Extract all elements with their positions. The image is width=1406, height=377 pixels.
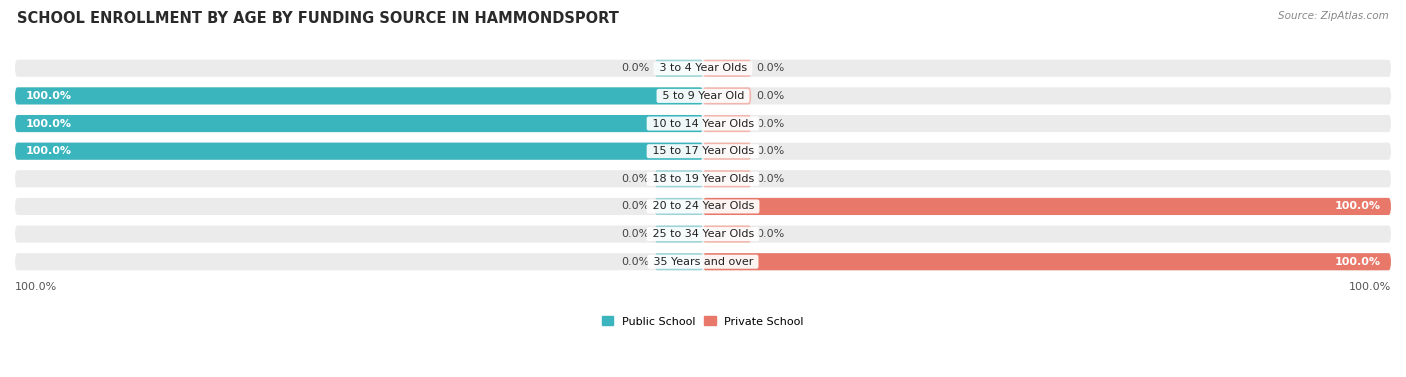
FancyBboxPatch shape: [15, 143, 1391, 160]
FancyBboxPatch shape: [703, 253, 1391, 270]
FancyBboxPatch shape: [15, 60, 1391, 77]
Text: 5 to 9 Year Old: 5 to 9 Year Old: [658, 91, 748, 101]
Text: 0.0%: 0.0%: [756, 118, 785, 129]
FancyBboxPatch shape: [703, 170, 751, 187]
Text: SCHOOL ENROLLMENT BY AGE BY FUNDING SOURCE IN HAMMONDSPORT: SCHOOL ENROLLMENT BY AGE BY FUNDING SOUR…: [17, 11, 619, 26]
Text: 0.0%: 0.0%: [756, 91, 785, 101]
Text: 0.0%: 0.0%: [756, 146, 785, 156]
FancyBboxPatch shape: [703, 87, 751, 104]
FancyBboxPatch shape: [655, 225, 703, 243]
FancyBboxPatch shape: [15, 115, 703, 132]
FancyBboxPatch shape: [655, 60, 703, 77]
Text: 18 to 19 Year Olds: 18 to 19 Year Olds: [648, 174, 758, 184]
Text: 100.0%: 100.0%: [1334, 257, 1381, 267]
Text: 0.0%: 0.0%: [621, 63, 650, 73]
Text: 0.0%: 0.0%: [621, 201, 650, 211]
FancyBboxPatch shape: [703, 225, 751, 243]
FancyBboxPatch shape: [655, 170, 703, 187]
Text: 20 to 24 Year Olds: 20 to 24 Year Olds: [648, 201, 758, 211]
Text: 100.0%: 100.0%: [25, 118, 72, 129]
Text: Source: ZipAtlas.com: Source: ZipAtlas.com: [1278, 11, 1389, 21]
Text: 35 Years and over: 35 Years and over: [650, 257, 756, 267]
Text: 0.0%: 0.0%: [621, 229, 650, 239]
FancyBboxPatch shape: [15, 143, 703, 160]
Text: 100.0%: 100.0%: [1348, 282, 1391, 292]
FancyBboxPatch shape: [15, 253, 1391, 270]
Text: 0.0%: 0.0%: [621, 174, 650, 184]
FancyBboxPatch shape: [655, 198, 703, 215]
Text: 10 to 14 Year Olds: 10 to 14 Year Olds: [648, 118, 758, 129]
FancyBboxPatch shape: [15, 225, 1391, 243]
Text: 0.0%: 0.0%: [756, 63, 785, 73]
Text: 15 to 17 Year Olds: 15 to 17 Year Olds: [648, 146, 758, 156]
Text: 0.0%: 0.0%: [756, 229, 785, 239]
Text: 100.0%: 100.0%: [25, 91, 72, 101]
FancyBboxPatch shape: [703, 143, 751, 160]
Text: 0.0%: 0.0%: [621, 257, 650, 267]
FancyBboxPatch shape: [15, 87, 703, 104]
Legend: Public School, Private School: Public School, Private School: [602, 316, 804, 326]
FancyBboxPatch shape: [703, 198, 1391, 215]
FancyBboxPatch shape: [15, 198, 1391, 215]
Text: 100.0%: 100.0%: [15, 282, 58, 292]
FancyBboxPatch shape: [703, 60, 751, 77]
FancyBboxPatch shape: [15, 87, 1391, 104]
FancyBboxPatch shape: [15, 115, 1391, 132]
FancyBboxPatch shape: [15, 170, 1391, 187]
Text: 0.0%: 0.0%: [756, 174, 785, 184]
Text: 100.0%: 100.0%: [25, 146, 72, 156]
FancyBboxPatch shape: [703, 115, 751, 132]
Text: 100.0%: 100.0%: [1334, 201, 1381, 211]
Text: 25 to 34 Year Olds: 25 to 34 Year Olds: [648, 229, 758, 239]
Text: 3 to 4 Year Olds: 3 to 4 Year Olds: [655, 63, 751, 73]
FancyBboxPatch shape: [655, 253, 703, 270]
